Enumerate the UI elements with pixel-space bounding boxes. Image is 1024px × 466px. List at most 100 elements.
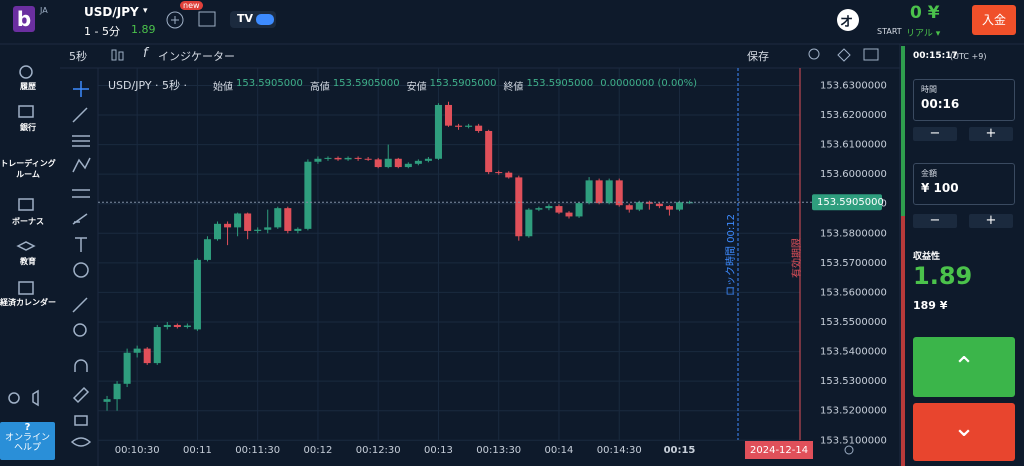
candle-body xyxy=(465,125,473,127)
sidebar-item[interactable]: 経済カレンダー xyxy=(0,298,56,307)
candle-body xyxy=(515,177,523,237)
help-label: オンラインヘルプ xyxy=(4,433,50,453)
duration: 00:16 xyxy=(921,97,960,111)
candle-body xyxy=(686,202,694,204)
sidebar-item[interactable]: トレーディングルーム xyxy=(0,159,56,179)
candle-body xyxy=(645,202,653,204)
logo[interactable]: b xyxy=(13,6,35,32)
candle-body xyxy=(675,202,683,210)
candle-body xyxy=(314,158,322,162)
duration-minus[interactable]: − xyxy=(913,127,957,141)
candle-body xyxy=(143,348,151,364)
payout: 1.89 xyxy=(913,262,973,290)
help-icon: ? xyxy=(24,422,31,433)
sidebar-item[interactable]: 教育 xyxy=(20,257,36,266)
candle-body xyxy=(254,229,262,231)
candle-body xyxy=(635,202,643,210)
indicators[interactable]: インジケーター xyxy=(158,50,235,63)
interval[interactable]: 5秒 xyxy=(69,50,87,63)
candle-body xyxy=(495,172,503,174)
candle-body xyxy=(615,180,623,206)
y-tick-label: 153.5300000 xyxy=(820,376,887,387)
y-tick-label: 153.6300000 xyxy=(820,80,887,91)
x-tick-label: 00:13:30 xyxy=(476,445,521,456)
candle-body xyxy=(585,180,593,204)
pair[interactable]: USD/JPY xyxy=(84,5,139,19)
duration-box[interactable]: 時間 00:16 xyxy=(913,79,1015,121)
candle-body xyxy=(173,324,181,328)
candle-body xyxy=(344,157,352,160)
profit: 189 ¥ xyxy=(913,299,948,312)
sidebar-item[interactable]: 履歴 xyxy=(20,82,36,91)
chart-title: USD/JPY · 5秒 · xyxy=(108,79,188,92)
candle-body xyxy=(163,324,171,328)
sidebar-icons xyxy=(8,65,39,407)
candle-body xyxy=(324,157,332,159)
current-price-box xyxy=(812,194,882,211)
candle-body xyxy=(304,161,312,229)
candle-body xyxy=(384,158,392,168)
candle-body xyxy=(123,352,131,384)
candle-body xyxy=(404,163,412,168)
down-button[interactable]: ⌄ xyxy=(913,403,1015,461)
candle-body xyxy=(274,208,282,228)
duration-plus[interactable]: + xyxy=(969,127,1013,141)
help-button[interactable]: ? オンラインヘルプ xyxy=(0,422,55,460)
candle-body xyxy=(455,125,463,127)
sidebar-item[interactable]: ボーナス xyxy=(12,217,44,226)
tool-icons xyxy=(70,81,92,447)
duration-label: 時間 xyxy=(921,85,937,94)
candle-body xyxy=(244,213,252,231)
fx-icon: f xyxy=(143,46,148,61)
x-tick-label: 00:14 xyxy=(545,445,574,456)
avatar[interactable] xyxy=(837,9,859,31)
candle-body xyxy=(475,125,483,131)
avatar-initial: オ xyxy=(840,15,854,30)
add-icon[interactable] xyxy=(166,11,184,29)
amount-plus[interactable]: + xyxy=(969,214,1013,228)
lang[interactable]: JA xyxy=(40,6,48,15)
save[interactable]: 保存 xyxy=(747,50,769,63)
ohlc-label: 高値 xyxy=(309,82,330,93)
sidebar-item[interactable]: 銀行 xyxy=(20,123,36,132)
clock: 00:15:17 xyxy=(913,51,958,61)
candle-body xyxy=(655,203,663,207)
candle-body xyxy=(153,327,161,364)
deposit-button[interactable]: 入金 xyxy=(972,5,1016,35)
amount-box[interactable]: 金額 ¥ 100 xyxy=(913,163,1015,205)
up-button[interactable]: ⌃ xyxy=(913,337,1015,397)
y-tick-label: 153.6100000 xyxy=(820,140,887,151)
candle-body xyxy=(364,158,372,160)
candle-body xyxy=(113,383,121,400)
candle-body xyxy=(203,239,211,260)
current-price-label: 153.5905000 xyxy=(817,197,884,208)
settings-icon[interactable] xyxy=(844,445,854,455)
candle-body xyxy=(394,158,402,168)
y-tick-label: 153.5800000 xyxy=(820,228,887,239)
candle-body xyxy=(213,223,222,240)
candle-body xyxy=(665,206,673,210)
candle-body xyxy=(565,212,573,217)
y-tick-label: 153.5700000 xyxy=(820,258,887,269)
candle-body xyxy=(264,227,272,230)
x-tick-label: 00:11:30 xyxy=(235,445,280,456)
amount-minus[interactable]: − xyxy=(913,214,957,228)
candle-body xyxy=(545,206,553,209)
payout-label: 収益性 xyxy=(913,252,941,262)
amount-label: 金額 xyxy=(921,169,937,178)
candle-body xyxy=(294,228,302,231)
y-tick-label: 153.5500000 xyxy=(820,317,887,328)
candle-body xyxy=(525,209,533,237)
toolbar-icons xyxy=(111,48,879,62)
candle-body xyxy=(284,208,292,231)
candle-body xyxy=(505,172,513,178)
layout-icon[interactable] xyxy=(198,11,216,27)
candle-body xyxy=(555,206,563,213)
y-tick-label: 153.5600000 xyxy=(820,287,887,298)
candle-body xyxy=(414,160,422,164)
balance[interactable]: 0 ¥ xyxy=(910,3,940,23)
candle-body xyxy=(234,213,242,228)
candle-body xyxy=(595,180,603,204)
account-type[interactable]: リアル ▾ xyxy=(906,29,941,39)
